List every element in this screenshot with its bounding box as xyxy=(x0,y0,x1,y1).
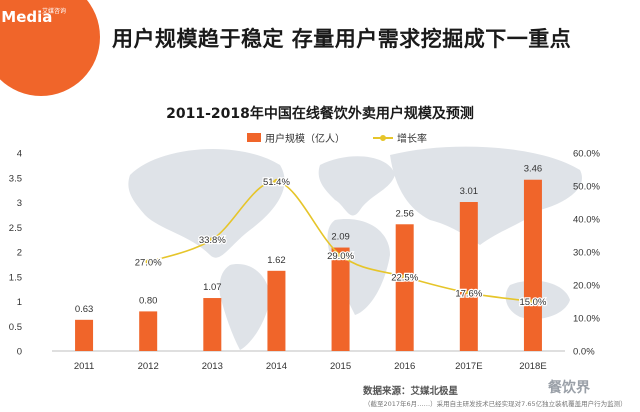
growth-value-label: 29.0% xyxy=(327,251,354,262)
growth-point xyxy=(530,298,536,305)
legend-bar-swatch xyxy=(247,133,261,142)
bar-value-label: 0.63 xyxy=(75,304,94,315)
y-left-tick-label: 1 xyxy=(17,297,22,308)
bar xyxy=(203,298,222,351)
y-right-tick-label: 20.0% xyxy=(573,281,600,292)
data-source-note: （截至2017年6月……）采用自主研发技术已经实现对7.65亿独立装机覆盖用户行… xyxy=(364,400,627,408)
bar xyxy=(523,179,542,351)
growth-point xyxy=(145,259,151,265)
y-right-tick-label: 10.0% xyxy=(573,314,600,325)
y-right-tick-label: 60.0% xyxy=(573,149,600,160)
bar-value-label: 3.46 xyxy=(524,164,543,175)
x-tick-label: 2016 xyxy=(394,361,415,372)
bar-value-label: 2.56 xyxy=(395,208,414,219)
watermark: 餐饮界 xyxy=(548,380,590,396)
legend-line-swatch xyxy=(373,134,393,141)
world-map-background xyxy=(128,146,582,350)
x-tick-label: 2011 xyxy=(74,361,94,372)
y-right-tick-label: 30.0% xyxy=(573,248,600,259)
x-tick-label: 2017E xyxy=(455,361,482,372)
y-left-tick-label: 0 xyxy=(17,347,22,358)
y-left-tick-label: 1.5 xyxy=(9,272,22,283)
page-headline: 用户规模趋于稳定 存量用户需求挖掘成下一重点 xyxy=(112,27,572,51)
y-right-tick-label: 0.0% xyxy=(573,347,595,358)
legend-line-label: 增长率 xyxy=(397,134,427,145)
growth-point xyxy=(337,252,344,258)
bar xyxy=(139,311,158,351)
bar-value-label: 0.80 xyxy=(139,295,158,306)
x-tick-label: 2014 xyxy=(266,361,287,372)
y-left-tick-label: 0.5 xyxy=(9,322,22,333)
growth-point xyxy=(209,236,215,243)
y-left-tick-label: 4 xyxy=(17,149,22,160)
growth-value-label: 15.0% xyxy=(519,297,546,308)
y-left-tick-label: 2.5 xyxy=(9,223,22,234)
growth-value-label: 33.8% xyxy=(199,235,226,246)
bar xyxy=(75,319,94,351)
chart-title: 2011-2018年中国在线餐饮外卖用户规模及预测 xyxy=(166,106,474,122)
x-tick-label: 2015 xyxy=(330,361,351,372)
growth-point xyxy=(402,274,408,280)
bar-value-label: 1.62 xyxy=(267,255,286,266)
growth-value-label: 22.5% xyxy=(391,272,418,283)
x-tick-label: 2013 xyxy=(202,361,223,372)
bar xyxy=(395,224,414,351)
logo-text: iiMedia xyxy=(0,8,53,26)
bar-value-label: 1.07 xyxy=(203,282,222,293)
bar xyxy=(459,202,478,351)
growth-point xyxy=(466,290,472,296)
x-tick-label: 2012 xyxy=(138,361,159,372)
y-left-tick-label: 3.5 xyxy=(9,173,22,184)
bar-value-label: 2.09 xyxy=(331,232,350,243)
chart-legend: 用户规模（亿人） 增长率 xyxy=(247,130,427,145)
growth-point xyxy=(273,178,280,184)
growth-value-label: 27.0% xyxy=(135,257,162,268)
growth-value-label: 51.4% xyxy=(263,177,290,188)
data-source: 数据来源：艾媒北极星 xyxy=(363,386,459,397)
bar xyxy=(267,270,286,351)
growth-value-label: 17.6% xyxy=(455,288,482,299)
bar xyxy=(331,247,350,351)
x-tick-label: 2018E xyxy=(519,361,546,372)
legend-bar-label: 用户规模（亿人） xyxy=(265,134,345,145)
y-right-tick-label: 40.0% xyxy=(573,215,600,226)
y-left-tick-label: 3 xyxy=(17,198,22,209)
bar-value-label: 3.01 xyxy=(460,186,479,197)
y-left-tick-label: 2 xyxy=(17,248,22,259)
y-right-tick-label: 50.0% xyxy=(573,182,600,193)
logo-subtext: 艾媒咨询 xyxy=(42,8,67,15)
